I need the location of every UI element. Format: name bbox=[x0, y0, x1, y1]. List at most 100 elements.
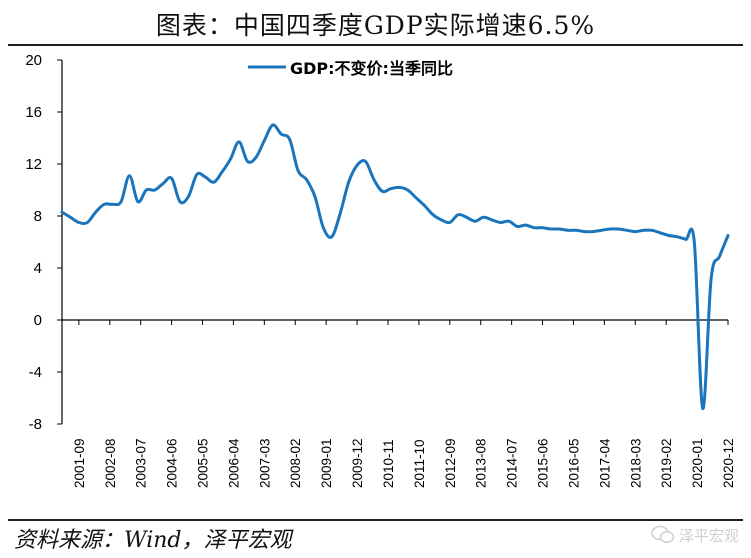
x-tick-label: 2020-12 bbox=[721, 438, 736, 488]
top-divider bbox=[8, 44, 743, 46]
data-point bbox=[465, 216, 468, 219]
data-point bbox=[372, 178, 376, 181]
source-note: 资料来源：Wind，泽平宏观 bbox=[14, 528, 292, 553]
data-point bbox=[305, 178, 308, 181]
data-point bbox=[600, 229, 603, 232]
data-point bbox=[541, 226, 544, 229]
y-tick-label: -8 bbox=[29, 416, 42, 433]
wechat-logo-icon bbox=[651, 525, 675, 543]
data-point bbox=[574, 229, 578, 232]
data-point bbox=[85, 221, 89, 224]
data-point bbox=[77, 221, 81, 224]
x-tick-label: 2014-07 bbox=[505, 438, 520, 488]
data-point bbox=[136, 200, 140, 203]
data-point bbox=[473, 219, 477, 223]
x-tick-label: 2012-09 bbox=[443, 438, 458, 488]
data-point bbox=[389, 187, 393, 190]
data-point bbox=[254, 156, 258, 159]
x-tick-label: 2018-03 bbox=[628, 438, 643, 488]
data-point bbox=[448, 221, 452, 224]
x-tick-label: 2011-10 bbox=[412, 439, 427, 488]
data-point bbox=[397, 186, 401, 189]
x-tick-label: 2007-03 bbox=[257, 438, 272, 488]
y-tick-label: 8 bbox=[34, 208, 42, 225]
data-point bbox=[364, 160, 367, 163]
data-point bbox=[69, 216, 72, 219]
data-point bbox=[684, 238, 688, 241]
data-point bbox=[145, 188, 148, 192]
data-point bbox=[204, 175, 207, 179]
data-point bbox=[515, 225, 519, 228]
data-point bbox=[288, 138, 291, 141]
data-point bbox=[338, 212, 342, 215]
data-point bbox=[102, 203, 106, 206]
data-point bbox=[178, 200, 182, 203]
x-tick-label: 2010-11 bbox=[381, 439, 396, 488]
data-point bbox=[440, 218, 443, 222]
data-point bbox=[187, 195, 190, 198]
x-tick-label: 2006-04 bbox=[226, 438, 241, 488]
x-tick-label: 2015-06 bbox=[536, 438, 551, 488]
data-point bbox=[279, 132, 283, 136]
y-tick-label: 16 bbox=[25, 104, 42, 121]
data-point bbox=[566, 229, 570, 232]
data-point bbox=[246, 160, 249, 163]
data-point bbox=[558, 227, 561, 231]
data-point bbox=[659, 231, 662, 235]
x-tick-label: 2016-05 bbox=[566, 438, 581, 488]
data-point bbox=[111, 203, 114, 206]
gdp-line-chart: 20 16 12 8 4 0 -4 -8 2001-09 2002-08 2003-07 2004-0… bbox=[25, 52, 736, 488]
data-point bbox=[271, 123, 275, 127]
watermark: 泽平宏观 bbox=[651, 524, 739, 546]
data-point bbox=[667, 234, 671, 237]
y-tick-label: 12 bbox=[25, 156, 42, 173]
data-point bbox=[128, 174, 131, 177]
y-tick-label: 20 bbox=[25, 52, 42, 69]
data-point bbox=[119, 200, 123, 203]
data-point bbox=[229, 157, 232, 161]
data-point bbox=[381, 190, 384, 193]
data-point bbox=[499, 221, 502, 224]
data-point bbox=[718, 254, 721, 258]
x-tick-label: 2005-05 bbox=[196, 438, 211, 488]
data-point bbox=[355, 164, 359, 167]
data-point bbox=[583, 230, 586, 233]
data-point bbox=[414, 196, 418, 200]
x-tick-label: 2002-08 bbox=[103, 438, 118, 488]
x-tick-label: 2004-06 bbox=[165, 438, 180, 488]
data-point bbox=[642, 229, 645, 232]
data-point bbox=[625, 229, 629, 232]
bottom-divider bbox=[8, 519, 743, 521]
data-point bbox=[524, 223, 527, 227]
data-point bbox=[709, 277, 713, 280]
data-point bbox=[650, 229, 654, 232]
data-point bbox=[490, 218, 494, 222]
x-tick-label: 2009-01 bbox=[319, 438, 334, 488]
data-point bbox=[296, 169, 300, 172]
data-point bbox=[591, 230, 595, 233]
x-tick-label: 2017-04 bbox=[597, 438, 612, 488]
data-point bbox=[456, 213, 460, 216]
data-point bbox=[692, 240, 696, 244]
data-point bbox=[212, 180, 216, 184]
x-tick-label: 2009-12 bbox=[350, 438, 365, 488]
data-point bbox=[423, 204, 426, 207]
data-point bbox=[532, 226, 536, 229]
data-point bbox=[153, 188, 157, 192]
watermark-text: 泽平宏观 bbox=[678, 526, 739, 545]
data-point bbox=[617, 227, 620, 231]
x-tick-label: 2020-01 bbox=[690, 438, 705, 488]
legend-label: GDP:不变价:当季同比 bbox=[290, 59, 453, 78]
x-tick-label: 2008-02 bbox=[288, 438, 303, 488]
data-point bbox=[330, 235, 334, 239]
data-point bbox=[701, 407, 705, 410]
data-point bbox=[347, 180, 350, 184]
data-point bbox=[322, 226, 325, 229]
data-point bbox=[608, 227, 612, 231]
data-point bbox=[94, 210, 98, 214]
y-tick-label: 4 bbox=[34, 260, 42, 277]
data-point bbox=[161, 182, 165, 185]
data-point bbox=[633, 230, 637, 233]
x-tick-label: 2003-07 bbox=[134, 438, 149, 488]
data-point bbox=[170, 177, 173, 180]
